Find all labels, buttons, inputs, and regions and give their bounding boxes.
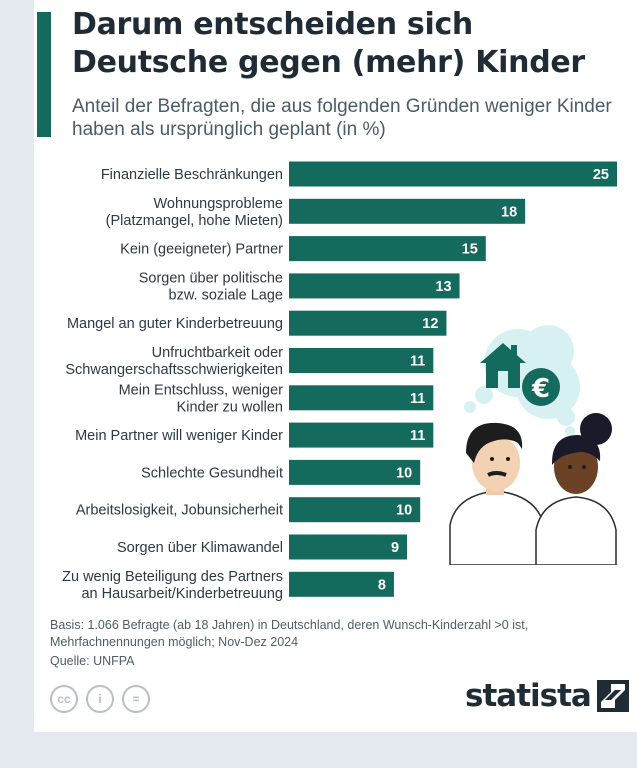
category-label: Mein Partner will weniger Kinder xyxy=(75,428,283,444)
bar xyxy=(289,273,460,299)
title-accent-bar xyxy=(37,12,51,137)
category-label: Sorgen über Klimawandel xyxy=(117,540,283,556)
svg-text:€: € xyxy=(531,374,550,404)
statista-mark-icon xyxy=(596,680,629,712)
bar-value-label: 9 xyxy=(391,540,399,556)
bar-value-label: 10 xyxy=(396,465,412,481)
bar-chart: 25 Finanzielle Beschränkungen 18 Wohnungspr… xyxy=(62,161,617,602)
cc-icon[interactable]: cc xyxy=(50,685,78,713)
person-icon[interactable]: i xyxy=(86,685,114,713)
bar xyxy=(289,497,421,523)
bar-value-label: 13 xyxy=(435,279,451,295)
equals-icon[interactable]: = xyxy=(122,685,150,713)
page-title: Darum entscheiden sich Deutsche gegen (m… xyxy=(72,7,585,80)
page-subtitle: Anteil der Befragten, die aus folgenden … xyxy=(72,96,612,140)
bar xyxy=(289,161,617,187)
bar-value-label: 18 xyxy=(501,204,517,220)
bar xyxy=(289,385,434,411)
bar xyxy=(289,422,434,448)
bar xyxy=(289,236,486,262)
woman-icon xyxy=(535,413,617,565)
basis-note: Basis: 1.066 Befragte (ab 18 Jahren) in … xyxy=(50,618,529,649)
bar xyxy=(289,348,434,373)
bar xyxy=(289,310,447,336)
source-note: Quelle: UNFPA xyxy=(50,654,135,668)
bar-value-label: 11 xyxy=(410,391,425,407)
bar-value-label: 25 xyxy=(593,167,609,183)
bar-value-label: 8 xyxy=(378,577,386,593)
category-label: Schlechte Gesundheit xyxy=(141,465,283,481)
bar xyxy=(289,571,394,597)
category-label: Wohnungsprobleme (Platzmangel, hohe Miete… xyxy=(106,196,283,229)
category-label: Arbeitslosigkeit, Jobunsicherheit xyxy=(76,503,283,519)
thought-bubble-icon xyxy=(464,325,580,436)
category-label: Unfruchtbarkeit oder Schwangerschaftsschw… xyxy=(65,345,283,378)
bar-value-label: 10 xyxy=(396,503,412,519)
statista-logo[interactable]: statista xyxy=(465,678,629,714)
couple-illustration: € xyxy=(449,325,617,565)
bar xyxy=(289,534,408,560)
house-icon xyxy=(480,343,526,388)
category-label: Kein (geeigneter) Partner xyxy=(120,242,283,258)
bar-value-label: 11 xyxy=(410,428,425,444)
bar-value-label: 11 xyxy=(410,354,425,370)
category-label: Sorgen über politische bzw. soziale Lage xyxy=(139,270,283,303)
man-icon xyxy=(449,422,545,565)
bar xyxy=(289,459,421,485)
category-label: Finanzielle Beschränkungen xyxy=(101,167,283,183)
euro-icon: € xyxy=(522,368,560,406)
bar-value-label: 15 xyxy=(462,242,478,258)
category-label: Mein Entschluss, weniger Kinder zu wollen xyxy=(119,382,284,415)
license-icons: cc i = xyxy=(50,685,150,713)
brand-name: statista xyxy=(465,678,592,714)
bar xyxy=(289,198,526,224)
category-label: Mangel an guter Kinderbetreuung xyxy=(67,316,283,332)
category-label: Zu wenig Beteiligung des Partners an Haus… xyxy=(62,569,283,602)
bar-value-label: 12 xyxy=(422,316,438,332)
